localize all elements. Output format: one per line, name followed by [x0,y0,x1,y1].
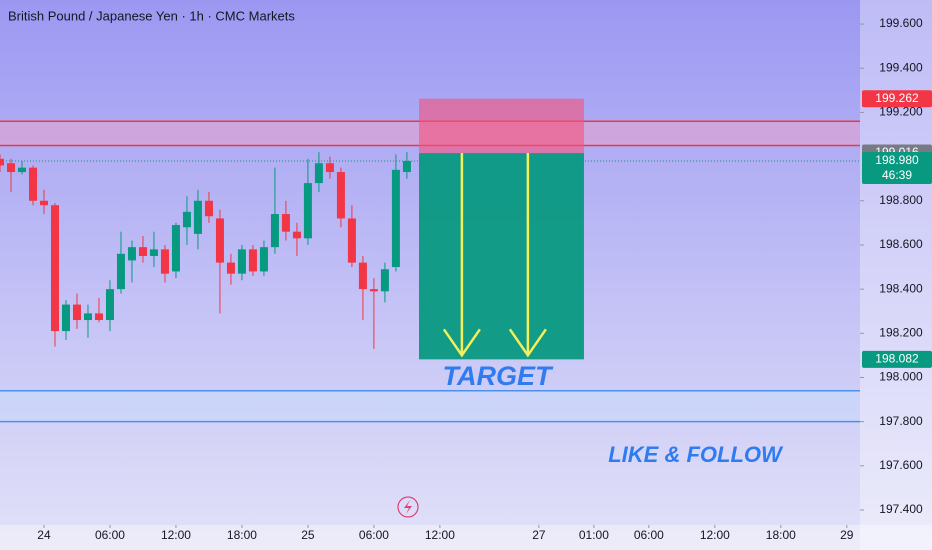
candle-body [160,249,169,274]
price-label: 198.980 [875,153,919,167]
candle-body [215,218,224,263]
x-tick-label: 06:00 [359,528,389,542]
candle-body [83,313,92,321]
candle-body [281,214,290,232]
icon [397,496,419,518]
candle-body [314,163,323,184]
candle-body [171,225,180,272]
candle-body [6,163,15,173]
candle-body [17,167,26,173]
x-tick-label: 24 [37,528,51,542]
x-tick-label: 12:00 [161,528,191,542]
candle-body [61,304,70,332]
candle-body [182,211,191,228]
candle-body [402,161,411,173]
x-tick-label: 18:00 [227,528,257,542]
candle-body [127,247,136,261]
candle-body [303,183,312,239]
candle-body [336,172,345,219]
candle-body [270,214,279,248]
countdown: 46:39 [882,168,912,182]
candle-body [369,289,378,292]
candle-body [391,169,400,268]
x-tick-label: 18:00 [766,528,796,542]
x-tick-label: 01:00 [579,528,609,542]
price-label-box [862,350,932,368]
candle-body [292,231,301,239]
price-label-box [862,152,932,185]
candle-body [50,205,59,332]
time-axis [0,525,932,550]
y-tick-label: 198.400 [879,281,923,295]
candle-body [259,247,268,272]
y-tick-label: 197.400 [879,502,923,516]
y-tick-label: 198.600 [879,237,923,251]
support-zone [0,390,860,422]
chart-title: British Pound / Japanese Yen · 1h · CMC … [8,8,295,23]
x-tick-label: 12:00 [700,528,730,542]
candle-body [149,249,158,256]
candle-body [226,262,235,274]
annotation: TARGET [443,361,554,391]
y-tick-label: 199.600 [879,16,923,30]
candle-body [105,289,114,321]
candle-body [72,304,81,321]
price-label: 199.262 [875,91,919,105]
y-tick-label: 198.800 [879,193,923,207]
y-tick-label: 198.200 [879,325,923,339]
y-tick-label: 197.600 [879,458,923,472]
y-tick-label: 197.800 [879,414,923,428]
price-label: 198.082 [875,352,919,366]
candle-body [94,313,103,321]
candle-body [138,247,147,256]
stop-zone [419,98,584,154]
candle-body [204,200,213,217]
candle-body [325,163,334,173]
y-tick-label: 198.000 [879,370,923,384]
candle-body [193,200,202,234]
candle-body [28,167,37,201]
price-label-box [862,90,932,108]
candle-body [39,200,48,206]
annotation: LIKE & FOLLOW [608,442,784,467]
x-tick-label: 06:00 [634,528,664,542]
candle-body [248,249,257,272]
candle-body [0,158,4,166]
y-tick-label: 199.200 [879,105,923,119]
x-tick-label: 06:00 [95,528,125,542]
x-tick-label: 12:00 [425,528,455,542]
candle-body [380,269,389,292]
x-tick-label: 25 [301,528,315,542]
x-tick-label: 27 [532,528,546,542]
candle-body [116,253,125,290]
y-tick-label: 199.400 [879,60,923,74]
plot: 199.600 199.400 199.200 198.800 198.600 198.4… [0,16,932,542]
icon [404,500,412,514]
arrow [442,153,481,358]
candle-body [237,249,246,274]
arrow [508,153,547,358]
target-zone [419,153,584,360]
candle-body [347,218,356,263]
x-tick-label: 29 [840,528,854,542]
candle-body [358,262,367,290]
